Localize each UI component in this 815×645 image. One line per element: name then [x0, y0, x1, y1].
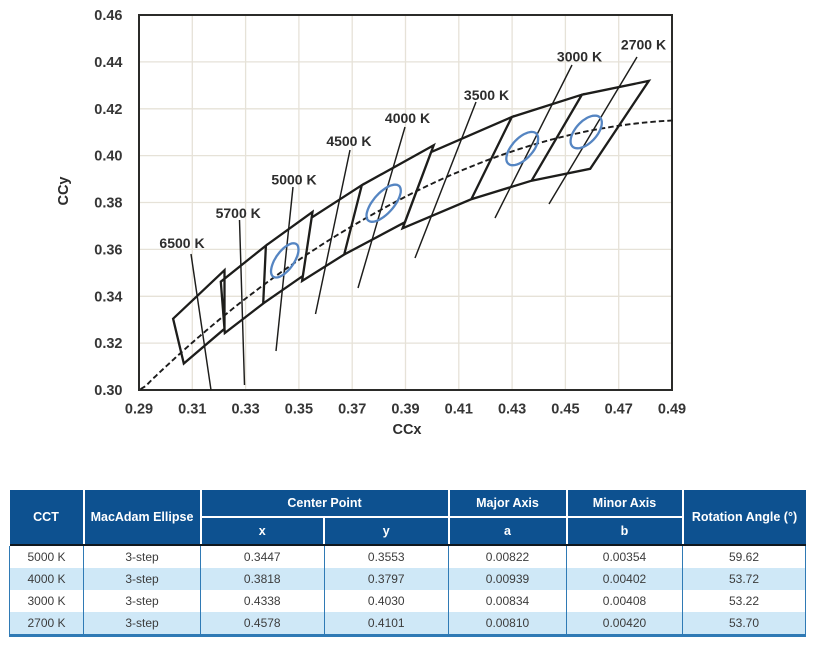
- svg-text:0.29: 0.29: [125, 402, 153, 418]
- svg-text:0.35: 0.35: [285, 402, 313, 418]
- svg-text:0.42: 0.42: [94, 102, 122, 118]
- svg-text:0.33: 0.33: [231, 402, 259, 418]
- svg-text:5000 K: 5000 K: [271, 172, 316, 188]
- svg-text:0.43: 0.43: [498, 402, 526, 418]
- svg-text:0.32: 0.32: [94, 336, 122, 352]
- svg-text:0.46: 0.46: [94, 8, 122, 24]
- svg-text:0.41: 0.41: [445, 402, 473, 418]
- svg-text:4500 K: 4500 K: [326, 133, 371, 149]
- svg-text:4000 K: 4000 K: [385, 110, 430, 126]
- svg-text:0.38: 0.38: [94, 196, 122, 212]
- svg-text:3500 K: 3500 K: [464, 87, 509, 103]
- svg-text:0.49: 0.49: [658, 402, 686, 418]
- svg-text:0.44: 0.44: [94, 55, 122, 71]
- svg-text:0.39: 0.39: [391, 402, 419, 418]
- svg-text:3000 K: 3000 K: [557, 49, 602, 65]
- svg-text:6500 K: 6500 K: [159, 235, 204, 251]
- svg-text:CCy: CCy: [56, 176, 72, 205]
- svg-text:0.36: 0.36: [94, 242, 122, 258]
- svg-text:CCx: CCx: [392, 422, 421, 438]
- svg-text:0.30: 0.30: [94, 383, 122, 399]
- svg-text:5700 K: 5700 K: [216, 205, 261, 221]
- svg-text:0.31: 0.31: [178, 402, 206, 418]
- svg-text:0.40: 0.40: [94, 149, 122, 165]
- svg-text:2700 K: 2700 K: [621, 37, 666, 53]
- svg-text:0.37: 0.37: [338, 402, 366, 418]
- svg-text:0.45: 0.45: [551, 402, 579, 418]
- svg-text:0.47: 0.47: [605, 402, 633, 418]
- svg-text:0.34: 0.34: [94, 289, 122, 305]
